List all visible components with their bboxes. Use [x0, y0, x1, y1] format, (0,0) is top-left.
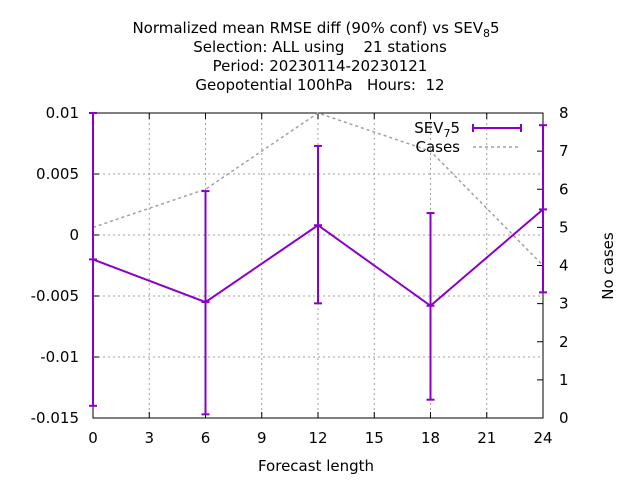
y-tick-label: 0.01	[46, 104, 79, 122]
y-tick-label: -0.01	[40, 348, 79, 366]
cases-point	[430, 150, 431, 152]
legend-sev75-label: SEV75	[414, 119, 460, 140]
legend-sev75-sub: 7	[443, 127, 450, 140]
y2-tick-label: 1	[559, 371, 569, 389]
y-tick-label: 0	[69, 226, 79, 244]
y2-tick-label: 2	[559, 333, 569, 351]
y2-tick-label: 7	[559, 142, 569, 160]
x-tick-label: 3	[144, 429, 154, 447]
y2-tick-label: 3	[559, 295, 569, 313]
title-line-3: Period: 20230114-20230121	[213, 57, 428, 75]
title-line-2: Selection: ALL using 21 stations	[193, 38, 447, 56]
x-tick-label: 9	[257, 429, 267, 447]
x-tick-label: 24	[533, 429, 552, 447]
y2-tick-label: 4	[559, 257, 569, 275]
legend: SEV75 Cases	[414, 119, 522, 156]
title-line-1-text: Normalized mean RMSE diff (90% conf) vs …	[132, 19, 483, 37]
title-ref-tail: 5	[490, 19, 500, 37]
y2-axis-label: No cases	[599, 232, 617, 300]
y-tick-label: -0.005	[31, 287, 79, 305]
title-line-4: Geopotential 100hPa Hours: 12	[195, 76, 444, 94]
x-tick-label: 15	[365, 429, 384, 447]
x-tick-label: 21	[477, 429, 496, 447]
x-axis-label: Forecast length	[258, 457, 374, 475]
legend-sev75-base: SEV	[414, 119, 444, 137]
legend-sev75-tail: 5	[450, 119, 460, 137]
y2-tick-label: 5	[559, 218, 569, 236]
cases-point	[317, 112, 319, 114]
y-tick-label: 0.005	[36, 165, 79, 183]
y2-tick-label: 6	[559, 180, 569, 198]
x-tick-label: 6	[201, 429, 211, 447]
sev75-series	[89, 112, 547, 416]
chart-title: Normalized mean RMSE diff (90% conf) vs …	[132, 19, 499, 94]
x-tick-label: 0	[88, 429, 98, 447]
title-ref-sub: 8	[483, 27, 490, 40]
y2-tick-label: 0	[559, 409, 569, 427]
axes: 0 3 6 9 12 15 18 21 240.010.0050-0.005-0.01-0.01…	[31, 104, 569, 447]
x-tick-label: 12	[308, 429, 327, 447]
cases-point	[205, 188, 206, 190]
y2-tick-label: 8	[559, 104, 569, 122]
x-tick-label: 18	[421, 429, 440, 447]
y-tick-label: -0.015	[31, 409, 79, 427]
legend-cases-label: Cases	[415, 138, 460, 156]
legend-sev75-swatch	[472, 124, 522, 132]
title-line-1: Normalized mean RMSE diff (90% conf) vs …	[132, 19, 499, 40]
